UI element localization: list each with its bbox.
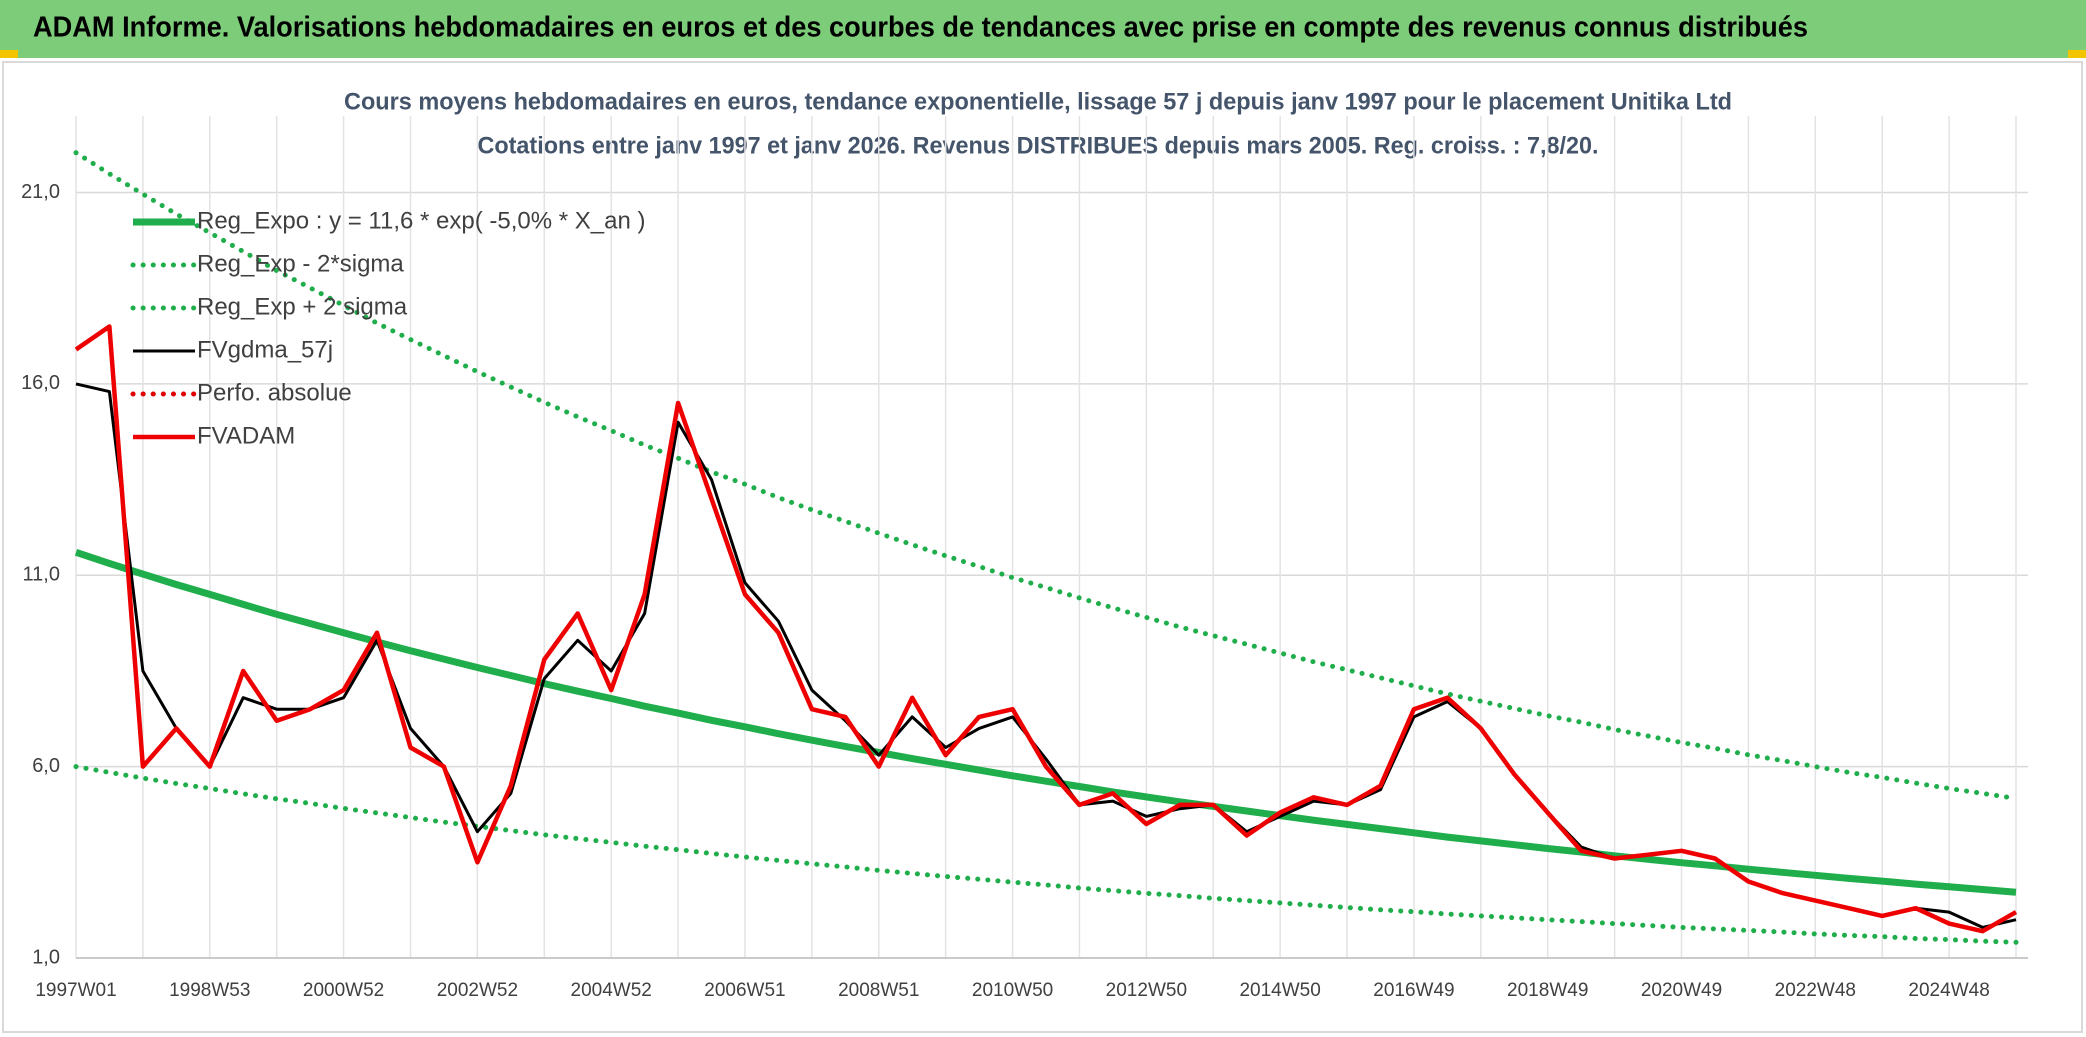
x-tick-label: 2018W49: [1507, 980, 1588, 1001]
grid: 1,0 6,0 11,0 16,0 21,0 1997W01 1998W53 2000W52 2…: [21, 116, 2028, 1001]
series-line: [74, 324, 2018, 934]
legend-label: FVgdma_57j: [197, 336, 333, 363]
legend-label: Reg_Expo : y = 11,6 * exp( -5,0% * X_an …: [197, 207, 645, 234]
y-tick-label: 16,0: [21, 372, 60, 394]
x-tick-label: 2014W50: [1239, 980, 1320, 1001]
x-tick-label: 2024W48: [1908, 980, 1989, 1001]
x-tick-label: 2002W52: [437, 980, 518, 1001]
series-line: [73, 764, 2019, 945]
x-tick-label: 2022W48: [1775, 980, 1856, 1001]
y-tick-label: 1,0: [32, 946, 60, 968]
x-tick-label: 1998W53: [169, 980, 250, 1001]
x-tick-label: 2012W50: [1106, 980, 1187, 1001]
legend-label: Perfo. absolue: [197, 379, 352, 406]
header-bar: [0, 0, 2086, 58]
x-tick-label: 2008W51: [838, 980, 919, 1001]
chart-subtitle: Cotations entre janv 1997 et janv 2026. …: [478, 132, 1599, 159]
x-tick-label: 2016W49: [1373, 980, 1454, 1001]
y-tick-label: 21,0: [21, 181, 60, 203]
x-tick-label: 2000W52: [303, 980, 384, 1001]
y-tick-label: 6,0: [32, 755, 60, 777]
x-tick-label: 2020W49: [1641, 980, 1722, 1001]
series-line: [74, 548, 2017, 896]
legend: Reg_Expo : y = 11,6 * exp( -5,0% * X_an …: [130, 207, 645, 449]
legend-label: Reg_Exp - 2*sigma: [197, 250, 404, 277]
corner: [0, 50, 18, 58]
x-tick-label: 2010W50: [972, 980, 1053, 1001]
legend-label: FVADAM: [197, 422, 295, 449]
x-tick-label: 1997W01: [35, 980, 116, 1001]
y-tick-label: 11,0: [23, 564, 60, 586]
header-title: ADAM Informe. Valorisations hebdomadaire…: [33, 12, 1808, 44]
plot: [73, 150, 2019, 945]
x-tick-label: 2006W51: [704, 980, 785, 1001]
chart-title: Cours moyens hebdomadaires en euros, ten…: [344, 88, 1732, 115]
x-tick-label: 2004W52: [571, 980, 652, 1001]
corner: [2068, 50, 2086, 58]
legend-label: Reg_Exp + 2 sigma: [197, 293, 408, 320]
